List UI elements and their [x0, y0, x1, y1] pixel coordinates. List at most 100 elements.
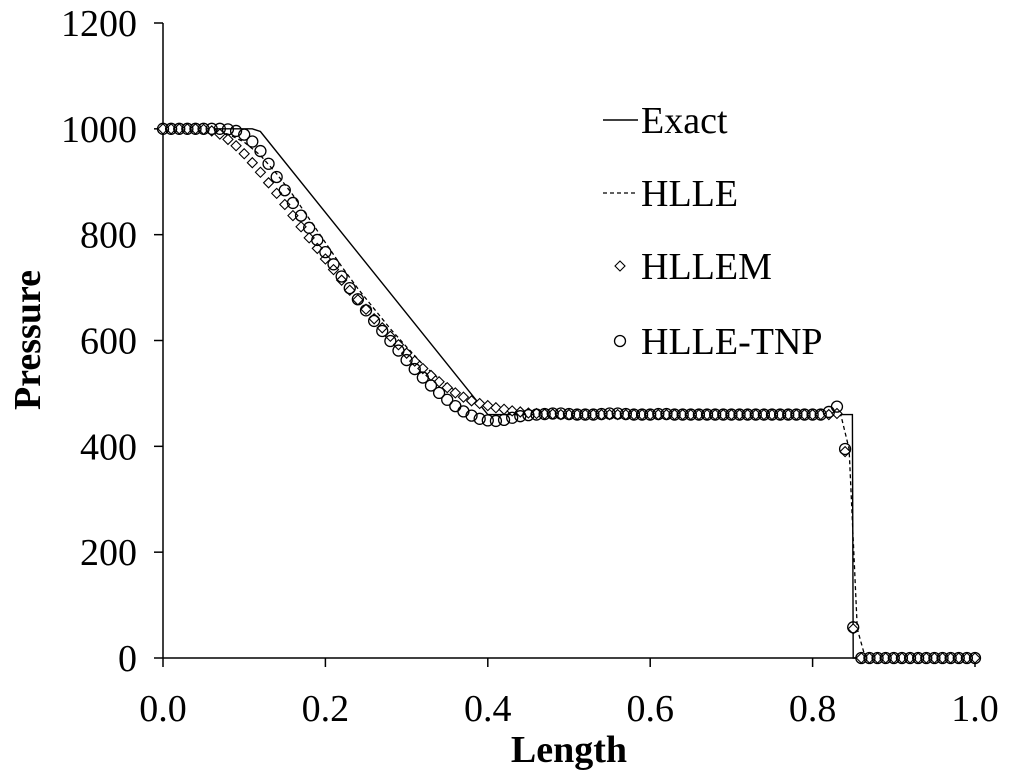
hllem-point: [222, 133, 234, 146]
hlle-tnp-point: [294, 209, 308, 222]
hlle-tnp-point: [506, 411, 519, 424]
hllem-point: [254, 166, 267, 179]
hlle-tnp-point: [952, 651, 965, 665]
hlle-tnp-point: [156, 122, 170, 135]
hllem-point: [498, 403, 510, 416]
hlle-tnp-point: [343, 281, 356, 295]
hlle-tnp-point: [213, 122, 226, 135]
hlle-tnp-point: [262, 157, 275, 170]
hlle-tnp-point: [912, 651, 925, 665]
legend-hlle-tnp-swatch: [613, 334, 627, 348]
hlle-tnp-point: [441, 393, 454, 406]
exact-line: [163, 128, 975, 659]
hlle-tnp-point: [879, 651, 892, 665]
hllem-point: [279, 198, 291, 211]
hlle-tnp-point: [173, 122, 186, 135]
hllem-point: [847, 623, 859, 635]
hlle-tnp-point: [181, 122, 194, 135]
hlle-tnp-point: [968, 651, 982, 665]
y-tick-label: 800: [80, 215, 137, 257]
hllem-point: [319, 253, 332, 265]
hlle-tnp-point: [863, 651, 876, 665]
hlle-tnp-point: [481, 414, 494, 427]
hllem-point: [490, 401, 502, 414]
hlle-tnp-point: [741, 408, 754, 421]
hlle-tnp-point: [254, 144, 267, 158]
hllem-point: [335, 274, 348, 286]
hlle-tnp-point: [465, 409, 478, 422]
series-layer: [156, 122, 982, 665]
hlle-tnp-point: [546, 407, 559, 420]
hlle-tnp-point: [619, 407, 632, 421]
legend: Exact HLLE HLLEM HLLE-TNP: [603, 100, 823, 363]
hllem-point: [514, 406, 527, 418]
hlle-tnp-point: [595, 407, 608, 421]
y-tick-label: 1200: [61, 3, 137, 45]
hllem-point: [441, 381, 453, 394]
y-tick-label: 1000: [61, 109, 137, 151]
hlle-tnp-point: [197, 122, 210, 135]
hlle-tnp-point: [725, 408, 738, 421]
hlle-tnp-point: [895, 651, 909, 665]
hlle-tnp-point: [530, 408, 543, 421]
hlle-tnp-point: [522, 408, 535, 422]
hlle-tnp-point: [562, 407, 576, 421]
hlle-tnp-point: [351, 293, 365, 306]
hlle-tnp-point: [408, 362, 421, 376]
hlle-tnp-point: [164, 122, 178, 135]
hlle-tnp-point: [246, 135, 259, 148]
hlle-tnp-point: [798, 408, 811, 421]
hlle-tnp-point: [920, 651, 933, 665]
hllem-point: [246, 156, 259, 169]
hlle-tnp-point: [960, 651, 974, 665]
axes: 0 200 400 600 800 1000 1200 0.0 0.2 0.4 0.6 0.8 1.0: [61, 3, 999, 730]
hlle-tnp-point: [733, 408, 746, 421]
hlle-tnp-point: [611, 407, 624, 420]
hlle-tnp-point: [944, 651, 957, 665]
hlle-tnp-point: [887, 651, 900, 665]
hlle-tnp-point: [376, 324, 389, 338]
hlle-tnp-point: [806, 408, 819, 421]
hllem-point: [482, 399, 494, 412]
hlle-tnp-point: [668, 408, 681, 421]
hlle-tnp-point: [514, 410, 527, 423]
hlle-tnp-point: [709, 408, 722, 421]
x-tick-label: 0.2: [302, 688, 350, 730]
hlle-tnp-point: [903, 651, 917, 665]
hlle-tnp-point: [871, 651, 884, 665]
hlle-tnp-point: [587, 408, 600, 421]
hlle-tnp-point: [700, 408, 714, 421]
hlle-tnp-point: [335, 270, 348, 283]
hlle-tnp-point: [416, 371, 429, 384]
hllem-point: [457, 391, 470, 403]
hlle-tnp-point: [538, 407, 551, 421]
x-axis-title: Length: [511, 729, 627, 771]
hlle-tnp-point: [367, 314, 381, 328]
hlle-tnp-point: [838, 442, 852, 456]
x-tick-label: 0.0: [139, 688, 187, 730]
hlle-tnp-point: [692, 408, 706, 421]
hlle-tnp-point: [189, 122, 202, 135]
hlle-tnp-point: [432, 386, 446, 400]
hllem-point: [230, 139, 242, 152]
hlle-tnp-point: [847, 621, 860, 634]
hllem-point: [262, 177, 275, 189]
y-tick-label: 400: [80, 426, 137, 468]
hlle-tnp-point: [579, 408, 592, 421]
hllem-point: [360, 303, 372, 316]
hlle-tnp-point: [359, 304, 373, 317]
hllem-point: [238, 147, 250, 160]
hlle-tnp-point: [238, 128, 251, 141]
hlle-tnp-point: [270, 170, 283, 184]
x-tick-label: 0.8: [789, 688, 837, 730]
y-tick-label: 0: [118, 638, 137, 680]
hlle-tnp-point: [765, 408, 779, 421]
hlle-tnp-point: [424, 379, 438, 392]
hlle-tnp-point: [660, 407, 673, 421]
hlle-tnp-point: [749, 408, 762, 421]
hlle-tnp-point: [392, 344, 405, 357]
legend-label: Exact: [641, 100, 728, 142]
hllem-point: [449, 387, 462, 399]
hlle-tnp-point: [205, 122, 218, 135]
